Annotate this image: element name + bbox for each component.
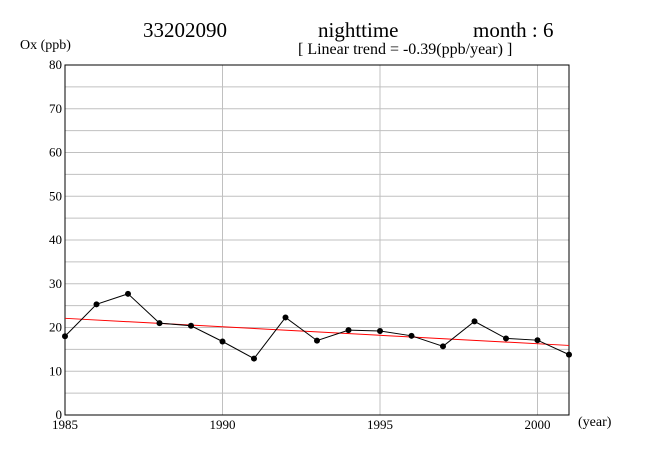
x-axis-label: (year) xyxy=(578,415,612,430)
trend-annotation: [ Linear trend = -0.39(ppb/year) ] xyxy=(298,41,513,58)
data-point xyxy=(534,337,541,344)
chart-title-period: nighttime xyxy=(318,18,399,42)
data-point xyxy=(471,318,478,325)
y-tick-label: 30 xyxy=(49,276,62,291)
y-tick-label: 0 xyxy=(56,407,63,422)
trend-line xyxy=(64,317,570,346)
x-tick-label: 1990 xyxy=(210,417,236,432)
y-tick-label: 10 xyxy=(49,363,62,378)
data-points xyxy=(62,290,572,362)
data-point xyxy=(93,301,100,308)
plot-frame xyxy=(64,64,570,416)
y-axis-ticks: 0 10 20 30 40 50 60 70 80 xyxy=(49,57,62,422)
data-point xyxy=(408,332,415,339)
x-axis-ticks: 1985 1990 1995 2000 xyxy=(52,417,551,432)
y-tick-label: 20 xyxy=(49,320,62,335)
data-point xyxy=(62,333,68,340)
data-point xyxy=(282,314,289,321)
data-point xyxy=(188,322,194,329)
y-axis-label: Ox (ppb) xyxy=(20,38,71,53)
data-point xyxy=(314,337,320,344)
data-point xyxy=(219,338,226,345)
y-tick-label: 80 xyxy=(49,57,62,72)
data-point xyxy=(345,327,352,334)
data-point xyxy=(377,328,383,334)
data-point xyxy=(251,355,257,362)
data-point xyxy=(156,320,163,327)
chart-title-month: month : 6 xyxy=(473,18,554,42)
y-tick-label: 70 xyxy=(49,101,62,116)
data-point xyxy=(503,335,509,342)
grid-lines xyxy=(64,64,569,416)
y-tick-label: 40 xyxy=(49,232,62,247)
x-tick-label: 1995 xyxy=(367,417,393,432)
data-point xyxy=(440,343,446,350)
chart-title-station: 33202090 xyxy=(143,18,227,42)
x-tick-label: 1985 xyxy=(52,417,78,432)
data-point xyxy=(566,351,572,358)
y-tick-label: 60 xyxy=(49,145,62,160)
x-tick-label: 2000 xyxy=(525,417,551,432)
data-point xyxy=(125,290,131,297)
y-tick-label: 50 xyxy=(49,188,62,203)
series-line xyxy=(64,293,570,360)
